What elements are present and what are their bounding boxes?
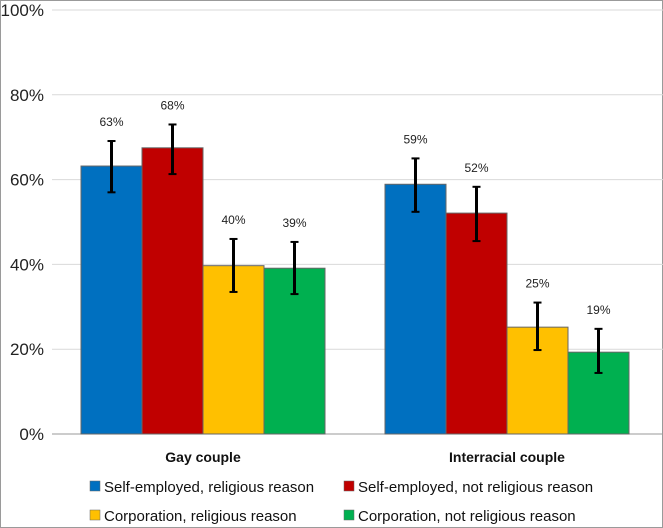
data-label: 40%	[221, 213, 245, 227]
legend-label: Self-employed, religious reason	[104, 479, 314, 496]
bar	[445, 212, 508, 435]
y-tick-label: 60%	[10, 171, 44, 190]
data-label: 39%	[282, 216, 306, 230]
y-tick-label: 0%	[19, 425, 44, 444]
y-tick-label: 100%	[1, 1, 44, 20]
x-category-label: Gay couple	[165, 449, 241, 465]
legend-label: Corporation, religious reason	[104, 508, 297, 525]
legend-swatch	[89, 509, 101, 521]
data-label: 59%	[403, 132, 427, 146]
x-category-label: Interracial couple	[449, 449, 565, 465]
legend-swatch	[343, 480, 355, 492]
bar	[141, 147, 204, 435]
bar	[384, 183, 447, 435]
data-label: 68%	[160, 98, 184, 112]
y-tick-label: 20%	[10, 340, 44, 359]
bar	[80, 165, 143, 435]
legend-label: Corporation, not religious reason	[358, 508, 576, 525]
legend-label: Self-employed, not religious reason	[358, 479, 593, 496]
y-tick-label: 80%	[10, 86, 44, 105]
y-tick-label: 40%	[10, 255, 44, 274]
data-label: 52%	[464, 161, 488, 175]
data-label: 19%	[586, 303, 610, 317]
legend-swatch	[89, 480, 101, 492]
data-label: 25%	[525, 277, 549, 291]
legend-swatch	[343, 509, 355, 521]
data-label: 63%	[99, 115, 123, 129]
bar	[202, 265, 265, 435]
